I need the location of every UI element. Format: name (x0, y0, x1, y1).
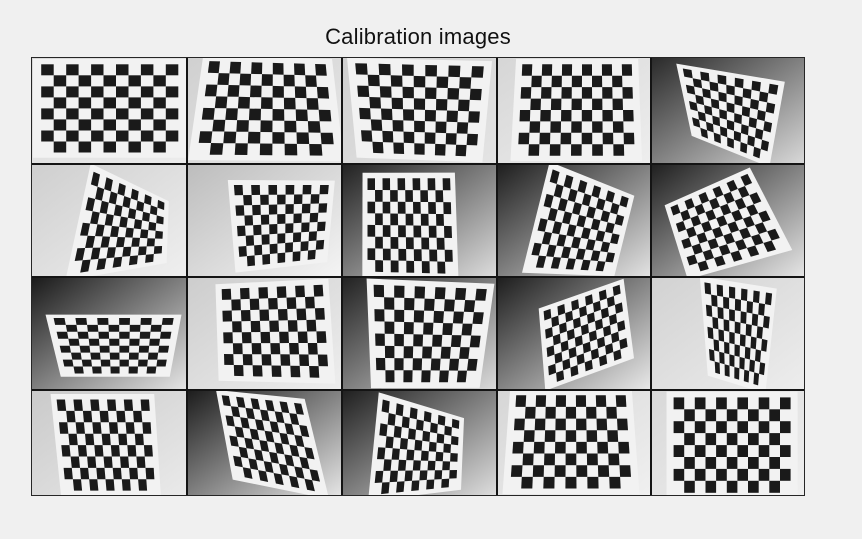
calibration-image-graphic (188, 165, 341, 276)
calibration-image-graphic (188, 391, 341, 495)
figure-title: Calibration images (325, 24, 511, 49)
calibration-image-graphic (498, 58, 650, 163)
calibration-image-1 (32, 58, 186, 163)
calibration-image-4 (498, 58, 650, 163)
calibration-image-16 (32, 391, 186, 495)
calibration-image-graphic (188, 278, 341, 389)
calibration-image-13 (343, 278, 496, 389)
calibration-image-graphic (498, 391, 650, 495)
calibration-image-graphic (652, 58, 804, 163)
calibration-image-graphic (652, 278, 804, 389)
calibration-image-graphic (32, 165, 186, 276)
calibration-image-10 (652, 165, 804, 276)
calibration-image-graphic (188, 58, 341, 163)
calibration-image-19 (498, 391, 650, 495)
calibration-image-15 (652, 278, 804, 389)
calibration-image-graphic (343, 58, 496, 163)
calibration-image-20 (652, 391, 804, 495)
calibration-image-6 (32, 165, 186, 276)
calibration-image-18 (343, 391, 496, 495)
calibration-image-14 (498, 278, 650, 389)
calibration-image-graphic (498, 165, 650, 276)
calibration-image-graphic (652, 391, 804, 495)
calibration-image-graphic (343, 278, 496, 389)
calibration-image-17 (188, 391, 341, 495)
calibration-image-graphic (498, 278, 650, 389)
calibration-image-graphic (343, 391, 496, 495)
calibration-image-3 (343, 58, 496, 163)
calibration-image-5 (652, 58, 804, 163)
calibration-image-graphic (652, 165, 804, 276)
calibration-image-2 (188, 58, 341, 163)
calibration-image-graphic (32, 58, 186, 163)
calibration-image-graphic (32, 278, 186, 389)
calibration-image-12 (188, 278, 341, 389)
calibration-image-9 (498, 165, 650, 276)
calibration-image-11 (32, 278, 186, 389)
calibration-image-7 (188, 165, 341, 276)
calibration-image-8 (343, 165, 496, 276)
calibration-image-graphic (343, 165, 496, 276)
calibration-montage (31, 57, 805, 496)
calibration-image-graphic (32, 391, 186, 495)
